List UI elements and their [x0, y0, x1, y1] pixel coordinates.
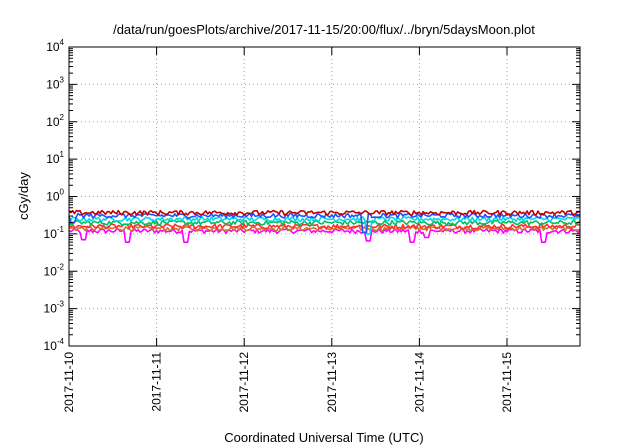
x-tick-label: 2017-11-10: [62, 352, 76, 413]
series-line: [68, 216, 581, 235]
x-tick-label: 2017-11-11: [150, 352, 164, 412]
x-tick-label: 2017-11-12: [237, 352, 251, 413]
y-axis-label: cGy/day: [16, 172, 31, 220]
y-tick-label: 100: [46, 188, 64, 204]
chart-title: /data/run/goesPlots/archive/2017-11-15/2…: [113, 22, 535, 37]
x-axis-label: Coordinated Universal Time (UTC): [224, 430, 423, 445]
y-tick-label: 10-3: [44, 300, 65, 316]
y-tick-label: 10-1: [44, 225, 65, 241]
x-tick-label: 2017-11-13: [325, 352, 339, 413]
y-tick-label: 101: [46, 150, 64, 166]
series-line: [68, 219, 581, 226]
x-tick-label: 2017-11-15: [500, 352, 514, 413]
y-axis-ticks: 10-4 10-3 10-2 10-1 100 101 102 103 104: [44, 38, 580, 353]
y-tick-label: 10-4: [44, 337, 65, 353]
grid-lines: [68, 47, 580, 346]
series-line: [68, 228, 581, 243]
y-tick-label: 102: [46, 113, 64, 129]
series-line: [68, 223, 581, 230]
series-line: [68, 212, 581, 234]
y-tick-label: 10-2: [44, 262, 65, 278]
y-tick-label: 104: [46, 38, 64, 54]
x-axis-ticks: 2017-11-10 2017-11-11 2017-11-12 2017-11-13…: [62, 47, 514, 413]
y-tick-label: 103: [46, 75, 64, 91]
series-group: [68, 209, 581, 243]
x-tick-label: 2017-11-14: [412, 352, 426, 413]
series-line: [68, 209, 581, 216]
